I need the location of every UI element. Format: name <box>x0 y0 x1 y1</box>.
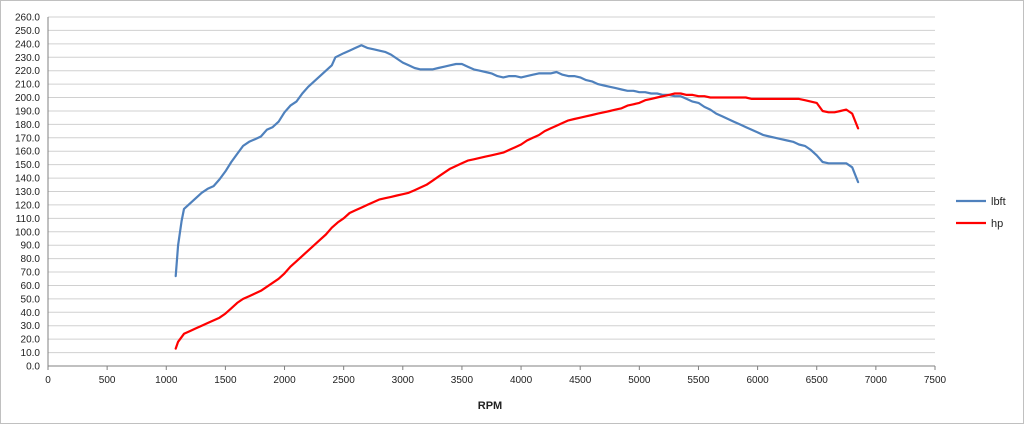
y-tick-label: 80.0 <box>21 254 41 265</box>
series-line-lbft <box>174 44 860 278</box>
x-tick-label: 500 <box>99 375 116 386</box>
x-tick-label: 2500 <box>333 375 356 386</box>
y-tick-label: 50.0 <box>21 294 41 305</box>
x-tick-label: 4000 <box>510 375 533 386</box>
y-tick-label: 110.0 <box>16 214 41 225</box>
x-tick-labels: 0 500 1000 1500 2000 2500 3000 3500 4000 4500 5000… <box>45 375 946 386</box>
legend-label-lbft: lbft <box>991 196 1006 208</box>
y-tick-label: 20.0 <box>21 335 41 346</box>
y-tick-label: 250.0 <box>15 26 40 37</box>
y-tick-label: 10.0 <box>21 348 41 359</box>
y-tick-label: 170.0 <box>15 133 40 144</box>
y-tick-label: 260.0 <box>15 13 40 24</box>
y-tick-label: 180.0 <box>15 120 40 131</box>
y-tick-label: 40.0 <box>21 308 41 319</box>
x-tick-label: 1000 <box>155 375 178 386</box>
x-tick-label: 7000 <box>865 375 888 386</box>
y-tick-label: 60.0 <box>21 281 41 292</box>
x-tick-label: 3500 <box>451 375 474 386</box>
x-axis-title: RPM <box>478 400 502 412</box>
y-tick-label: 220.0 <box>15 66 40 77</box>
y-tick-label: 70.0 <box>21 268 41 279</box>
y-tick-label: 240.0 <box>15 39 40 50</box>
x-tick-label: 7500 <box>924 375 947 386</box>
x-tick-label: 3000 <box>392 375 415 386</box>
series-line-hp <box>174 92 860 350</box>
x-tick-label: 4500 <box>569 375 592 386</box>
x-tick-label: 5500 <box>687 375 710 386</box>
x-tick-label: 5000 <box>628 375 651 386</box>
x-tick-label: 0 <box>45 375 51 386</box>
y-tick-label: 200.0 <box>15 93 40 104</box>
x-tick-label: 6000 <box>746 375 769 386</box>
x-tick-label: 1500 <box>214 375 237 386</box>
legend-label-hp: hp <box>991 218 1003 230</box>
y-tick-label: 210.0 <box>15 80 40 91</box>
x-tick-label: 6500 <box>806 375 829 386</box>
y-tick-label: 30.0 <box>21 321 41 332</box>
legend: lbft hp <box>956 196 1006 230</box>
series-lines <box>174 44 860 350</box>
y-tick-label: 130.0 <box>15 187 40 198</box>
y-tick-label: 190.0 <box>15 106 40 117</box>
y-tick-label: 90.0 <box>21 241 41 252</box>
x-tick-label: 2000 <box>273 375 296 386</box>
y-tick-label: 140.0 <box>15 174 40 185</box>
axes <box>47 17 936 370</box>
y-tick-labels: 0.0 10.0 20.0 30.0 40.0 50.0 60.0 70.0 80.0 90.0 1… <box>15 13 40 373</box>
y-tick-label: 120.0 <box>15 200 40 211</box>
y-tick-label: 100.0 <box>15 227 40 238</box>
y-tick-label: 150.0 <box>15 160 40 171</box>
y-tick-label: 0.0 <box>26 362 40 373</box>
y-tick-label: 160.0 <box>15 147 40 158</box>
gridlines <box>48 16 935 354</box>
y-tick-label: 230.0 <box>15 53 40 64</box>
